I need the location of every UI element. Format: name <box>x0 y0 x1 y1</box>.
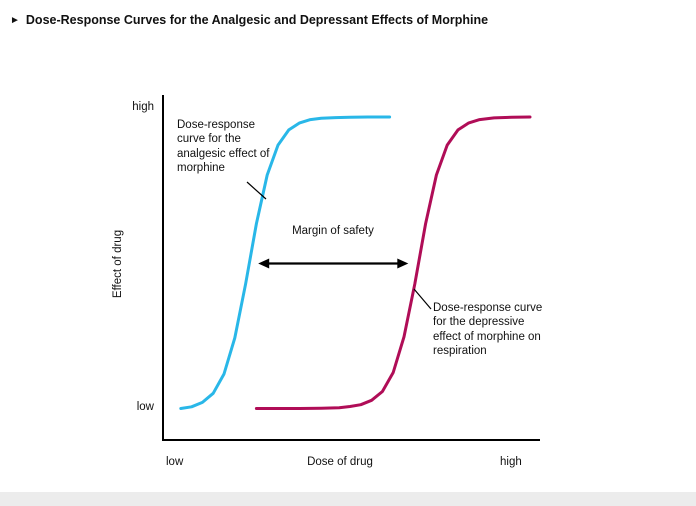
footer-strip <box>0 492 696 506</box>
y-tick-low: low <box>136 401 154 413</box>
figure-title: ► Dose-Response Curves for the Analgesic … <box>10 13 488 27</box>
y-tick-high: high <box>132 101 154 113</box>
figure-title-text: Dose-Response Curves for the Analgesic a… <box>25 13 489 27</box>
y-axis-label: Effect of drug <box>112 229 124 299</box>
x-tick-high: high <box>500 456 522 468</box>
annotation-depressive-curve: Dose-response curve for the depressive e… <box>433 302 543 357</box>
annotation-margin-of-safety: Margin of safety <box>292 225 374 237</box>
x-tick-low: low <box>166 456 184 468</box>
annotation-analgesic-curve: Dose-response curve for the analgesic ef… <box>177 119 270 174</box>
triangle-bullet-icon: ► <box>10 15 20 26</box>
x-axis-label: Dose of drug <box>307 456 373 468</box>
